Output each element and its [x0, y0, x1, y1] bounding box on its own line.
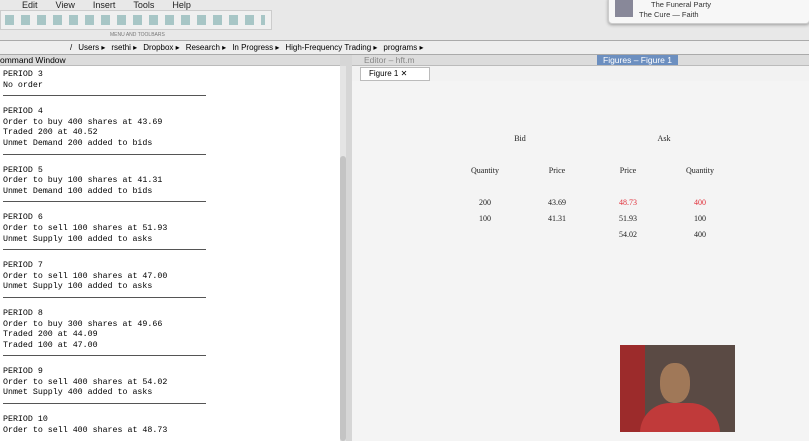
separator	[3, 296, 206, 298]
output-line: No order	[3, 80, 43, 90]
path-segment[interactable]: In Progress	[232, 43, 274, 52]
notification-title: The Funeral Party	[651, 0, 712, 9]
output-line: Unmet Demand 100 added to bids	[3, 186, 153, 196]
period-title: PERIOD 9	[3, 367, 43, 377]
figure-panel: Editor – hft.m Figures – Figure 1 Figure…	[352, 55, 809, 441]
bid-cell: 200	[479, 198, 491, 207]
bid-cell: 100	[479, 214, 491, 223]
command-window: ommand Window PERIOD 3 No order PERIOD 4 Or…	[0, 55, 340, 441]
period-title: PERIOD 6	[3, 213, 43, 223]
output-line: Unmet Supply 100 added to asks	[3, 234, 153, 244]
webcam-video	[620, 345, 735, 432]
output-line: Order to buy 100 shares at 41.31	[3, 176, 163, 186]
path-segment[interactable]: Research	[185, 43, 220, 52]
figure-tab-label: Figure 1	[369, 69, 399, 78]
output-line: Unmet Supply 400 added to asks	[3, 388, 153, 398]
ask-cell: 54.02	[619, 230, 637, 239]
output-line: Traded 100 at 47.00	[3, 340, 98, 350]
panel-header: Editor – hft.m Figures – Figure 1	[352, 55, 809, 66]
period-title: PERIOD 8	[3, 308, 43, 318]
column-header: Quantity	[471, 166, 499, 175]
ask-cell: 48.73	[619, 198, 637, 207]
output-line: Order to sell 400 shares at 54.02	[3, 377, 168, 387]
output-line: Order to sell 100 shares at 47.00	[3, 271, 168, 281]
path-segment[interactable]: /	[70, 43, 73, 52]
menu-item[interactable]: Help	[172, 0, 191, 10]
bookshelf	[620, 345, 645, 432]
output-line: Order to sell 400 shares at 48.73	[3, 425, 168, 435]
path-segment[interactable]: rsethi	[111, 43, 131, 52]
album-art	[615, 0, 633, 17]
toolstrip	[0, 10, 272, 30]
period-title: PERIOD 3	[3, 70, 43, 79]
column-header: Quantity	[686, 166, 714, 175]
scrollbar[interactable]	[340, 66, 346, 441]
separator	[3, 201, 206, 203]
figure-canvas: Bid Ask Quantity Price Price Quantity 200 43.69…	[352, 81, 809, 441]
command-window-output: PERIOD 3 No order PERIOD 4 Order to buy 400…	[0, 66, 340, 440]
ask-cell: 100	[694, 214, 706, 223]
tool-icons[interactable]	[5, 15, 265, 25]
ask-title: Ask	[657, 134, 671, 143]
notification[interactable]: The Funeral Party The Cure — Faith	[608, 0, 809, 24]
output-line: Unmet Demand 200 added to bids	[3, 138, 153, 148]
figures-tab[interactable]: Figures – Figure 1	[597, 55, 678, 65]
path-segment[interactable]: High-Frequency Trading	[285, 43, 372, 52]
path-bar: / Users ▸ rsethi ▸ Dropbox ▸ Research ▸ In Pr…	[0, 41, 809, 55]
period-title: PERIOD 10	[3, 415, 48, 425]
column-header: Price	[619, 166, 637, 175]
output-line: Order to buy 300 shares at 49.66	[3, 319, 163, 329]
bid-title: Bid	[514, 134, 526, 143]
separator	[3, 249, 206, 251]
menu-item[interactable]: View	[55, 0, 75, 10]
ask-cell: 400	[694, 230, 706, 239]
path-segment[interactable]: Users	[78, 43, 100, 52]
output-line: Traded 200 at 40.52	[3, 128, 98, 138]
editor-tab[interactable]: Editor – hft.m	[364, 55, 415, 65]
column-header: Price	[548, 166, 566, 175]
menu-item[interactable]: Insert	[92, 0, 116, 10]
command-window-header: ommand Window	[0, 55, 340, 66]
ask-cell: 51.93	[619, 214, 637, 223]
path-segment[interactable]: programs	[383, 43, 418, 52]
output-line: Unmet Supply 100 added to asks	[3, 282, 153, 292]
period-title: PERIOD 7	[3, 261, 43, 271]
face	[660, 363, 690, 403]
separator	[3, 95, 206, 97]
separator	[3, 153, 206, 155]
output-line: Order to sell 100 shares at 51.93	[3, 223, 168, 233]
shirt	[640, 403, 720, 432]
figure-tab[interactable]: Figure 1 ✕	[360, 67, 430, 81]
period-title: PERIOD 5	[3, 165, 43, 175]
menu-bar: Edit View Insert Tools Help	[22, 0, 209, 13]
menu-item[interactable]: Edit	[22, 0, 38, 10]
output-line: Order to buy 400 shares at 43.69	[3, 117, 163, 127]
output-line: Traded 200 at 44.09	[3, 330, 98, 340]
notification-subtitle: The Cure — Faith	[639, 10, 699, 19]
separator	[3, 355, 206, 357]
ask-cell: 400	[694, 198, 706, 207]
toolbar: Edit View Insert Tools Help MENU AND TOOLBAR…	[0, 0, 809, 41]
bid-cell: 41.31	[548, 214, 566, 223]
toolbar-label: MENU AND TOOLBARS	[110, 32, 165, 38]
bid-cell: 43.69	[548, 198, 566, 207]
path-segment[interactable]: Dropbox	[143, 43, 174, 52]
scroll-thumb[interactable]	[340, 156, 346, 441]
menu-item[interactable]: Tools	[133, 0, 155, 10]
separator	[3, 403, 206, 405]
period-title: PERIOD 4	[3, 107, 43, 117]
